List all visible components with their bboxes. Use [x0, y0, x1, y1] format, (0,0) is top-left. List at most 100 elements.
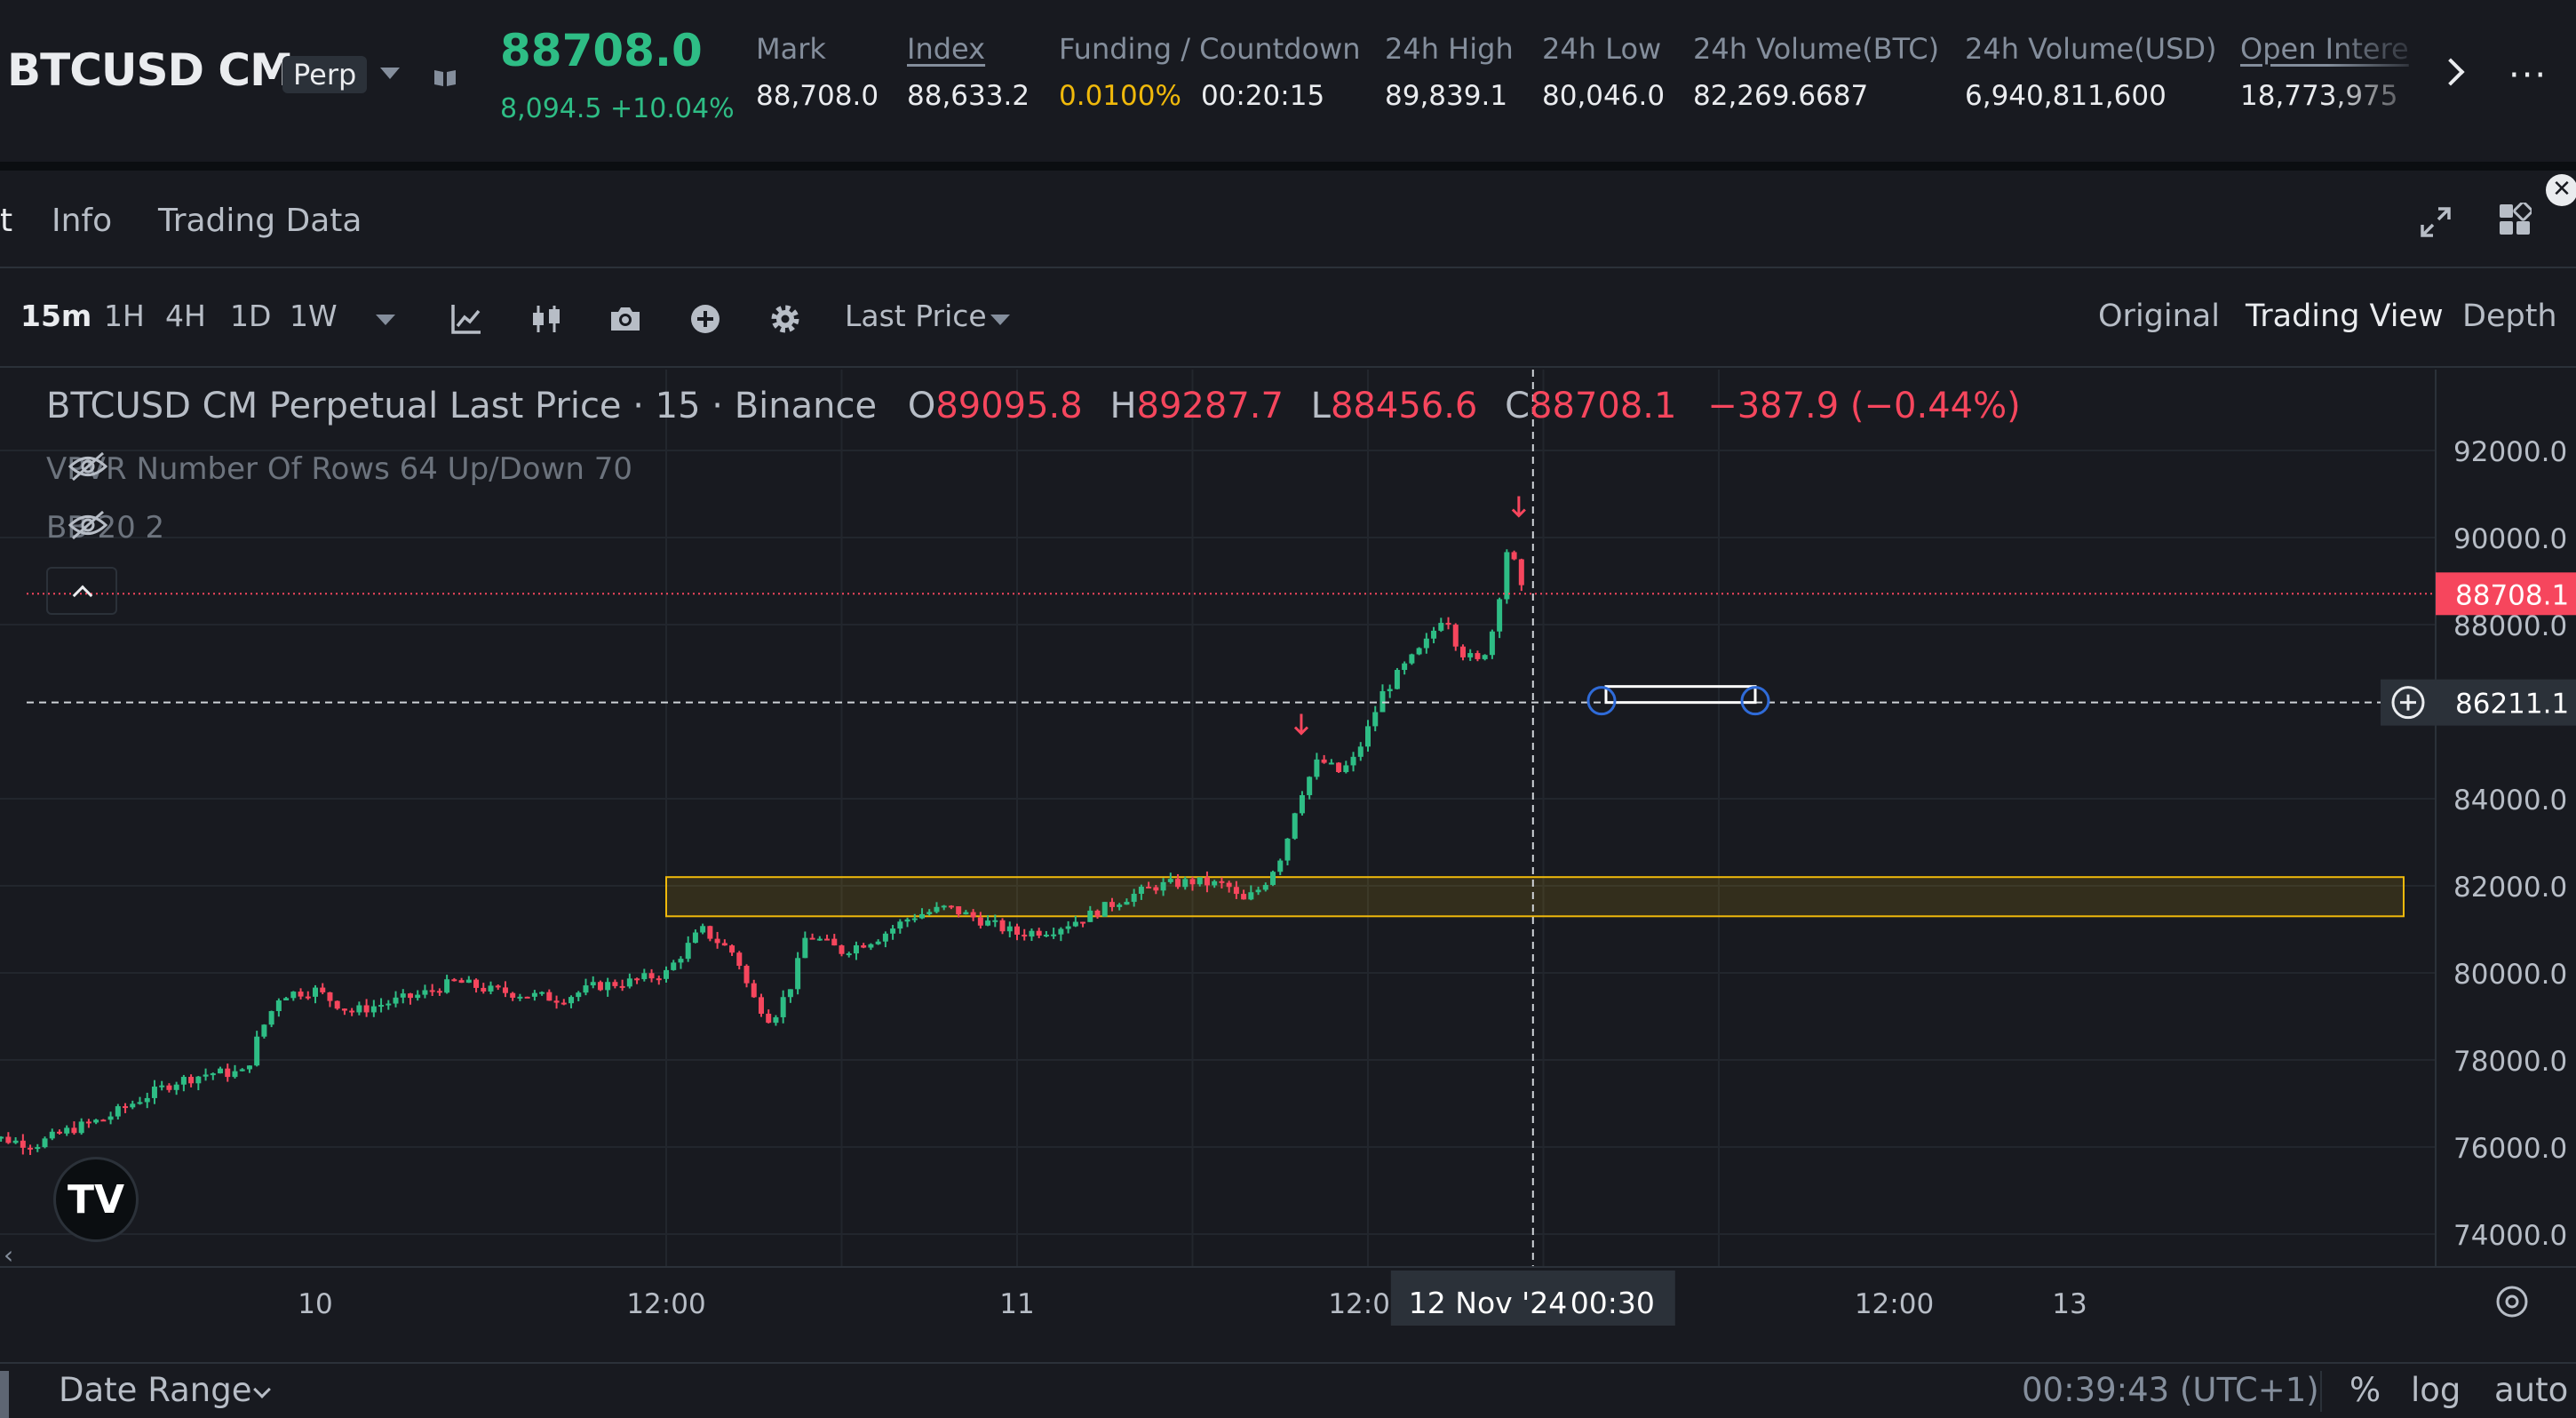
candle-body	[641, 973, 648, 980]
candle-body	[1204, 877, 1210, 886]
candle-body	[1277, 860, 1284, 872]
view-trading-view[interactable]: Trading View	[2246, 299, 2444, 334]
candle-body	[846, 953, 852, 956]
tab-chart[interactable]: t	[0, 203, 13, 239]
candle-body	[1409, 654, 1415, 664]
percent-scale-toggle[interactable]: %	[2349, 1371, 2381, 1409]
indicator-bb[interactable]: BB 20 2	[46, 510, 164, 546]
perp-badge: Perp	[282, 56, 368, 93]
candle-body	[1022, 934, 1028, 937]
candle-body	[488, 985, 494, 992]
legend-high-label: H	[1109, 386, 1137, 426]
candle-body	[115, 1106, 121, 1117]
eye-off-icon[interactable]	[68, 510, 108, 540]
candle-body	[1080, 921, 1086, 924]
auto-scale-toggle[interactable]: auto	[2494, 1371, 2569, 1409]
candle-body	[1131, 893, 1137, 903]
close-icon[interactable]: ✕	[2546, 174, 2576, 206]
candle-body	[473, 979, 480, 988]
candle-body	[970, 912, 976, 918]
candle-body	[531, 992, 537, 997]
candle-body	[393, 997, 399, 1004]
chevron-down-icon[interactable]	[990, 315, 1010, 325]
edge-handle[interactable]	[0, 1371, 9, 1418]
chart-canvas[interactable]: 92000.0 90000.0 88000.0 84000.0 82000.0 80000…	[0, 370, 2576, 1362]
x-tick-label: 12:00	[626, 1288, 705, 1320]
candle-body	[1138, 887, 1144, 894]
candle-body	[20, 1140, 26, 1148]
candle-body	[517, 996, 523, 999]
candle-body	[1314, 759, 1320, 777]
candle-body	[349, 1010, 355, 1013]
price-chart[interactable]: 92000.0 90000.0 88000.0 84000.0 82000.0 80000…	[0, 370, 2576, 1362]
candle-body	[685, 943, 691, 960]
log-scale-toggle[interactable]: log	[2411, 1371, 2461, 1409]
legend-low-label: L	[1310, 386, 1331, 426]
tab-info[interactable]: Info	[52, 203, 113, 239]
candle-body	[656, 978, 662, 981]
view-original[interactable]: Original	[2098, 299, 2220, 334]
view-depth[interactable]: Depth	[2462, 299, 2557, 334]
expand-icon[interactable]	[2420, 206, 2452, 238]
candle-body	[1167, 879, 1173, 882]
timeframe-4h[interactable]: 4H	[165, 299, 206, 333]
eye-off-icon[interactable]	[68, 451, 108, 482]
candle-body	[458, 980, 465, 984]
candle-body	[225, 1068, 231, 1078]
divider	[2320, 1371, 2322, 1412]
candle-body	[926, 912, 933, 914]
timeframe-15m[interactable]: 15m	[20, 299, 92, 333]
candle-body	[203, 1074, 209, 1077]
candle-body	[634, 978, 640, 981]
stat-index[interactable]: Index 88,633.2	[907, 32, 1030, 112]
candle-body	[766, 1013, 772, 1024]
candle-body	[941, 905, 947, 908]
indicator-vpvr[interactable]: VPVR Number Of Rows 64 Up/Down 70	[46, 451, 632, 487]
candle-body	[911, 918, 918, 920]
tradingview-logo[interactable]: TV	[53, 1157, 139, 1242]
candle-body	[1124, 902, 1130, 905]
candle-body	[42, 1138, 48, 1148]
scroll-left-icon[interactable]: ‹	[4, 1240, 14, 1270]
gear-icon[interactable]	[768, 302, 802, 336]
stat-label[interactable]: Index	[907, 32, 986, 66]
timeframe-1h[interactable]: 1H	[104, 299, 145, 333]
candle-body	[1511, 552, 1517, 560]
candle-body	[1029, 930, 1035, 937]
indicator-icon[interactable]	[449, 302, 483, 336]
indicator-label: VPVR Number Of Rows 64 Up/Down 70	[46, 451, 633, 487]
camera-icon[interactable]	[608, 302, 642, 336]
symbol-name[interactable]: BTCUSD CM	[7, 44, 294, 96]
chevron-down-icon[interactable]	[253, 1381, 271, 1398]
candle-body	[963, 912, 969, 915]
plus-circle-icon[interactable]	[688, 302, 722, 336]
more-icon[interactable]: ···	[2508, 55, 2548, 96]
symbol-dropdown-icon[interactable]	[380, 68, 400, 79]
indicator-label: BB 20 2	[46, 510, 165, 546]
collapse-legend-button[interactable]	[46, 567, 117, 615]
book-icon[interactable]	[433, 68, 457, 87]
candle-body	[429, 990, 435, 992]
chevron-up-icon	[72, 585, 93, 606]
tab-trading-data[interactable]: Trading Data	[158, 203, 362, 239]
timeframe-1d[interactable]: 1D	[230, 299, 272, 333]
candle-body	[12, 1140, 19, 1143]
candle-body	[904, 919, 910, 922]
candle-body	[1482, 655, 1488, 659]
down-arrow-marker	[1293, 713, 1309, 736]
axis-settings-icon[interactable]	[2496, 1286, 2528, 1318]
price-type-select[interactable]: Last Price	[845, 299, 987, 333]
candle-body	[1065, 926, 1071, 929]
stat-value: 6,940,811,600	[1965, 80, 2167, 112]
candle-body	[1459, 646, 1466, 657]
layout-icon[interactable]	[2498, 203, 2532, 236]
candle-body	[1394, 670, 1400, 689]
candle-type-icon[interactable]	[529, 302, 563, 336]
timeframe-1w[interactable]: 1W	[290, 299, 338, 333]
candle-body	[736, 952, 743, 967]
candle-body	[882, 933, 888, 942]
date-range-button[interactable]: Date Range	[59, 1371, 252, 1409]
candle-body	[692, 932, 698, 944]
timeframe-dropdown-icon[interactable]	[376, 315, 395, 325]
chart-clock[interactable]: 00:39:43 (UTC+1)	[2022, 1371, 2319, 1409]
